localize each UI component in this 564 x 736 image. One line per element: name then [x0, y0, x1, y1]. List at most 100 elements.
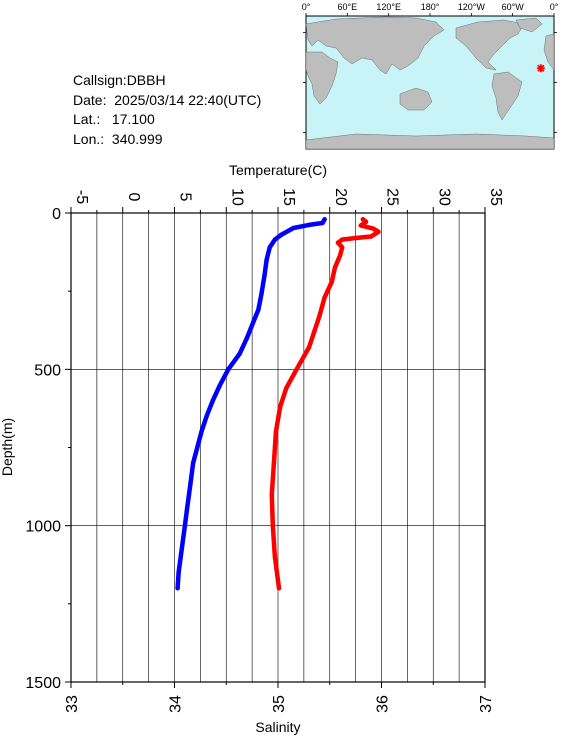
temperature-data-point	[244, 335, 250, 341]
salinity-data-point	[340, 245, 345, 250]
temperature-data-point	[306, 222, 312, 228]
temperature-data-point	[186, 492, 192, 497]
depth-tick-label: 1500	[25, 675, 61, 692]
salinity-data-point	[270, 523, 275, 528]
salinity-tick-label: 34	[168, 695, 185, 713]
temperature-data-point	[210, 398, 215, 403]
temperature-axis: -5 0 5 10 15 20 25 30 35	[70, 188, 504, 213]
depth-tick-label: 0	[52, 206, 61, 223]
temperature-data-point	[237, 351, 242, 356]
salinity-data-point	[322, 295, 327, 300]
data-series	[175, 217, 381, 591]
temperature-data-point	[184, 507, 190, 513]
map-longitude-label: 60°E	[338, 2, 358, 12]
map-longitude-label: 120°W	[458, 2, 486, 12]
profile-chart: -5 0 5 10 15 20 25 30 35 33 34 35 36 37 0 500 1000 1500…	[0, 162, 504, 735]
map-longitude-label: 60°W	[502, 2, 525, 12]
depth-tick-label: 500	[34, 362, 61, 379]
temperature-data-point	[256, 307, 261, 313]
salinity-data-point	[294, 367, 299, 372]
map-longitude-label: 0°	[302, 2, 311, 12]
temperature-data-point	[176, 570, 181, 575]
temperature-profile-line	[175, 217, 327, 591]
temperature-data-point	[272, 237, 278, 242]
salinity-data-point	[273, 429, 279, 435]
salinity-axis-title: Salinity	[255, 719, 300, 735]
temperature-data-point	[188, 476, 194, 481]
salinity-data-point	[272, 554, 278, 560]
salinity-axis: 33 34 35 36 37	[64, 682, 495, 713]
salinity-data-point	[277, 404, 283, 410]
temperature-tick-label: 0	[125, 193, 142, 202]
temperature-data-point	[259, 292, 264, 297]
salinity-data-point	[332, 265, 338, 270]
land-africa-east-edge	[543, 33, 555, 71]
callsign-text: Callsign:DBBH	[73, 72, 166, 88]
salinity-data-point	[368, 234, 374, 239]
temperature-tick-label: 10	[228, 188, 245, 206]
land-south-america	[491, 71, 523, 121]
temperature-tick-label: 35	[487, 188, 504, 206]
salinity-data-point	[371, 226, 376, 231]
salinity-data-point	[284, 385, 289, 391]
latitude-text: Lat.: 17.100	[73, 111, 155, 127]
temperature-tick-label: 5	[177, 193, 194, 202]
temperature-data-point	[320, 220, 325, 226]
temperature-axis-title: Temperature(C)	[229, 162, 327, 178]
temperature-data-point	[180, 539, 185, 544]
temperature-data-point	[226, 367, 231, 372]
salinity-data-point	[312, 329, 317, 334]
station-info: Callsign:DBBH Date: 2025/03/14 22:40(UTC…	[73, 71, 261, 149]
salinity-data-point	[329, 279, 334, 284]
temperature-data-point	[204, 414, 209, 419]
map-land	[305, 16, 555, 150]
longitude-text: Lon.: 340.999	[73, 130, 163, 147]
salinity-data-point	[340, 237, 345, 242]
date-text: Date: 2025/03/14 22:40(UTC)	[73, 91, 262, 108]
land-north-america	[455, 19, 525, 71]
salinity-data-point	[269, 492, 274, 497]
land-antarctica	[305, 133, 555, 150]
depth-axis: 0 500 1000 1500	[25, 206, 71, 692]
map-longitude-label: 0°	[550, 2, 559, 12]
salinity-tick-label: 33	[64, 695, 81, 713]
salinity-data-point	[360, 217, 366, 222]
land-eurasia	[305, 16, 445, 75]
temperature-tick-label: 30	[435, 188, 452, 206]
salinity-tick-label: 37	[478, 695, 495, 713]
temperature-tick-label: 15	[280, 188, 297, 206]
temperature-data-point	[175, 586, 180, 591]
salinity-data-point	[335, 240, 341, 245]
temperature-data-point	[217, 382, 223, 388]
salinity-data-point	[317, 314, 322, 319]
temperature-data-point	[199, 429, 204, 435]
salinity-data-point	[276, 586, 282, 591]
salinity-data-point	[358, 223, 363, 228]
land-australia	[399, 87, 433, 111]
salinity-data-point	[306, 345, 312, 350]
station-marker-icon	[536, 64, 545, 73]
salinity-data-point	[271, 460, 277, 466]
salinity-tick-label: 35	[271, 695, 288, 713]
salinity-data-point	[353, 235, 358, 241]
temperature-data-point	[195, 445, 200, 450]
temperature-data-point	[267, 245, 272, 250]
temperature-tick-label: 25	[384, 188, 401, 206]
temperature-data-point	[264, 257, 269, 263]
temperature-data-point	[322, 217, 327, 222]
salinity-tick-label: 36	[375, 695, 392, 713]
salinity-data-point	[337, 253, 343, 258]
salinity-data-point	[376, 229, 381, 234]
map-longitude-label: 120°E	[376, 2, 401, 12]
temperature-tick-label: 20	[332, 188, 349, 206]
temperature-data-point	[182, 523, 188, 528]
salinity-profile-line	[269, 217, 381, 591]
temperature-data-point	[278, 232, 284, 238]
chart-grid	[70, 213, 486, 682]
temperature-data-point	[190, 460, 196, 466]
depth-tick-label: 1000	[25, 519, 61, 536]
temperature-data-point	[262, 273, 267, 278]
temperature-data-point	[291, 225, 296, 231]
map-longitude-label: 180°	[421, 2, 440, 12]
